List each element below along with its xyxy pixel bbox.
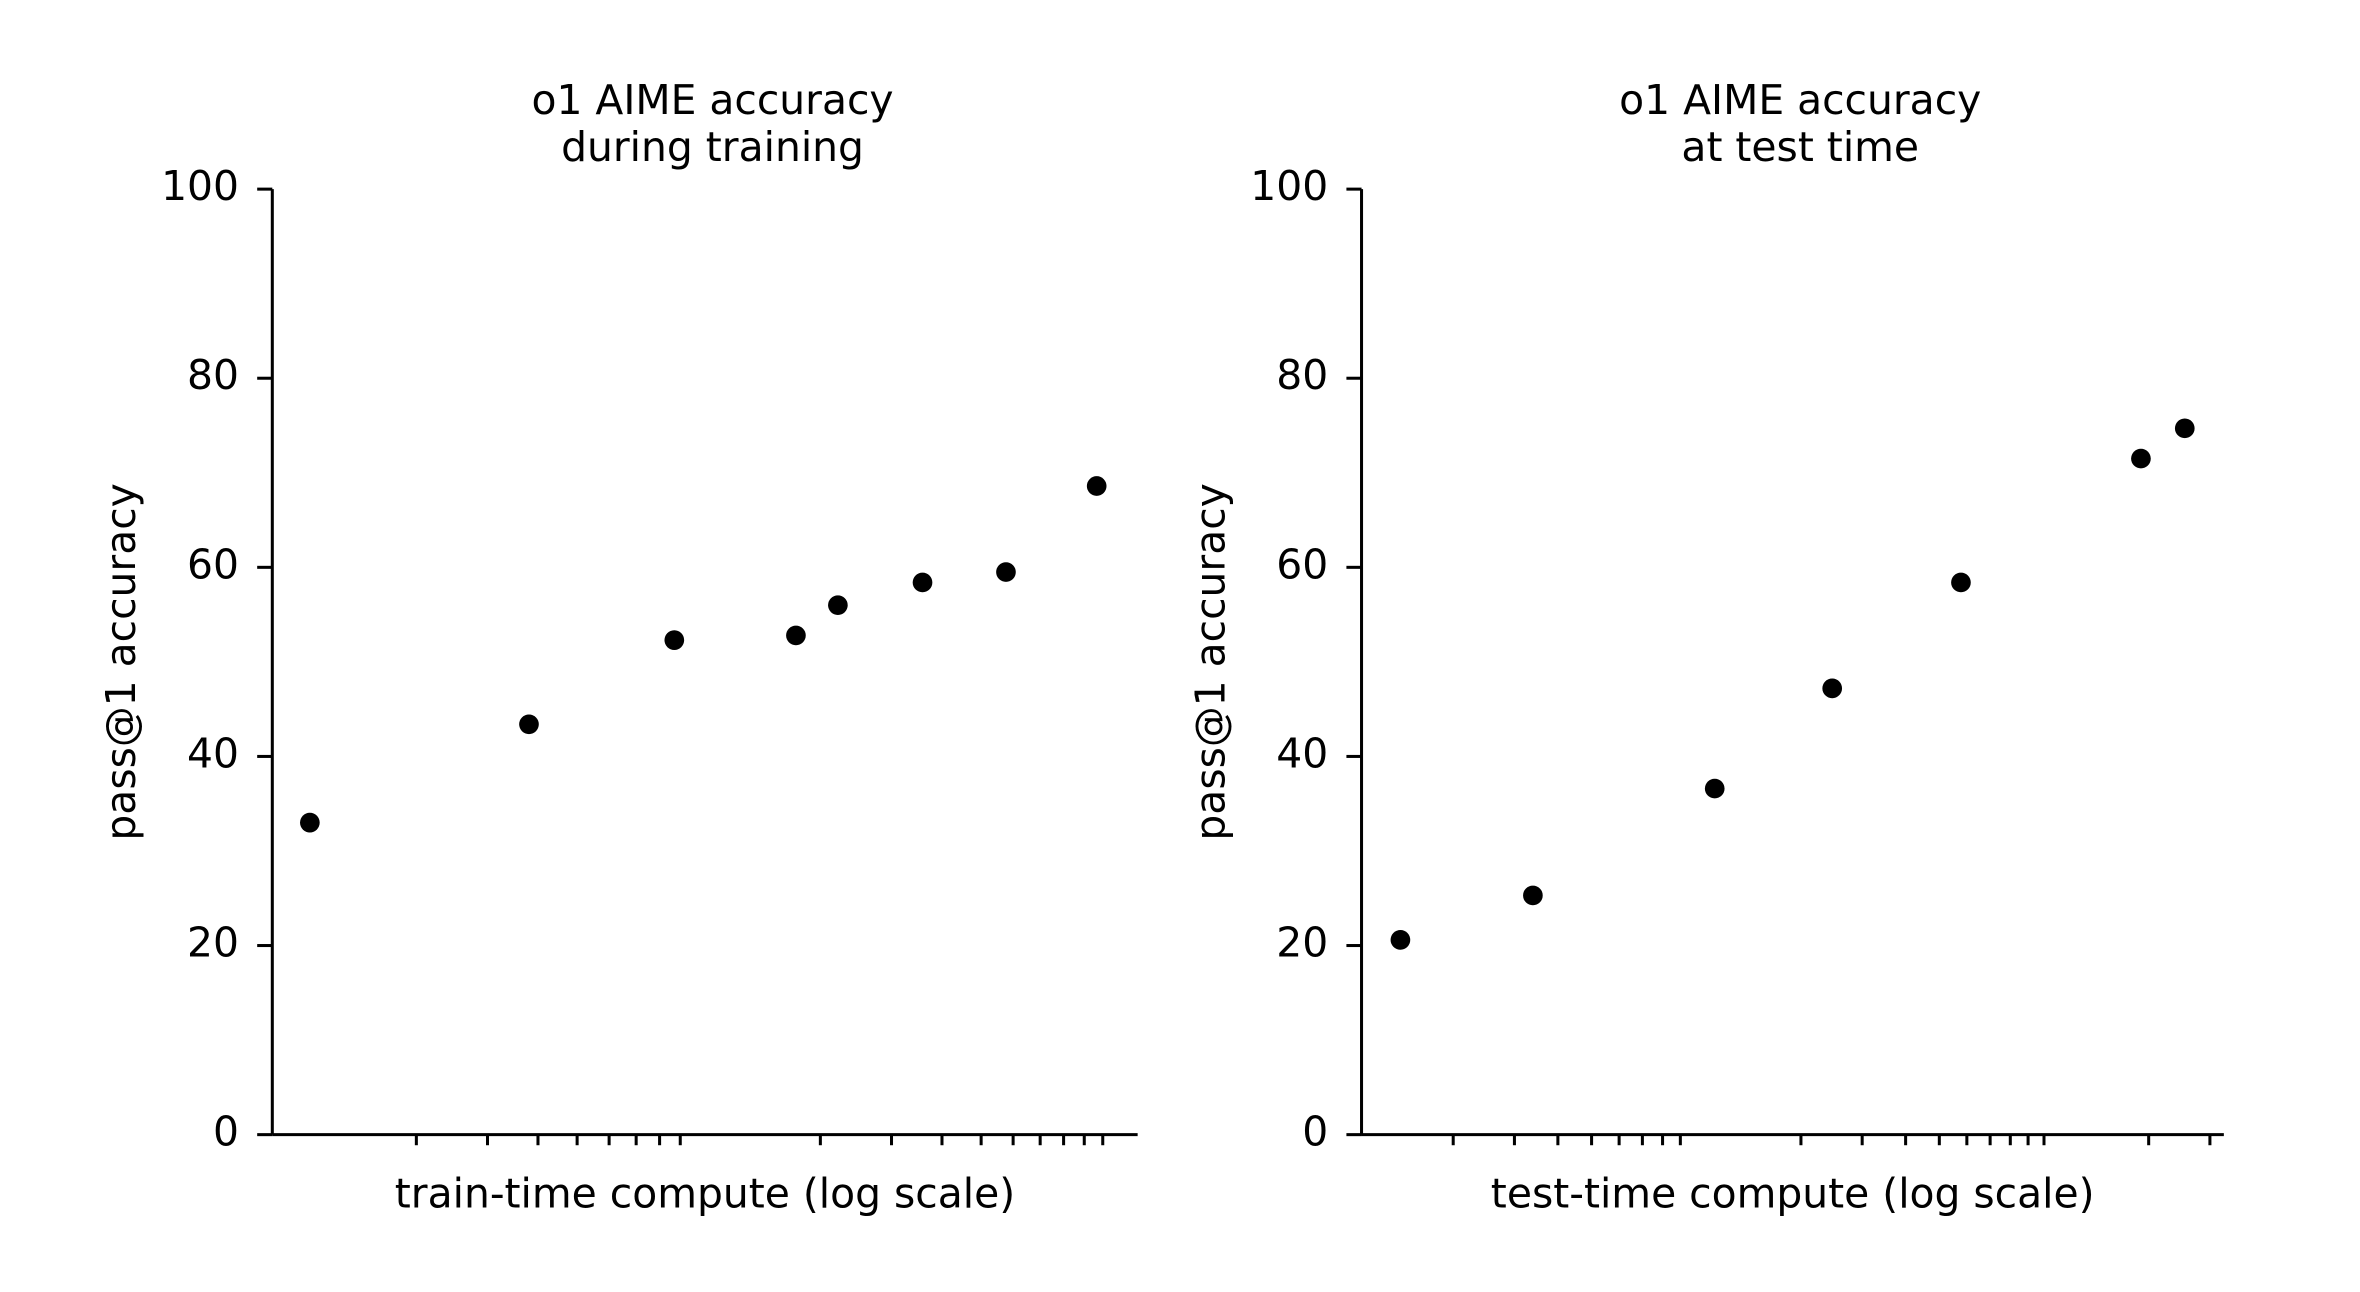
y-tick-label: 0 [213,1108,239,1156]
y-tick-label: 100 [1250,162,1328,210]
chart-title: during training [561,123,864,171]
point [1390,930,1411,950]
point [912,572,933,593]
y-tick-label: 60 [1276,540,1328,588]
point [828,595,848,615]
point [300,812,320,833]
point [1951,572,1971,593]
y-tick-label: 20 [187,919,239,967]
y-tick-label: 80 [187,351,239,399]
point [664,630,685,650]
point [1523,885,1543,906]
point [786,625,806,646]
y-tick-label: 20 [1276,919,1328,967]
y-tick-label: 40 [187,729,239,777]
chart-title: at test time [1681,123,1919,171]
point [1086,476,1107,496]
point [996,562,1016,582]
point [519,714,539,735]
chart-title: o1 AIME accuracy [1619,76,1981,124]
y-axis-label: pass@1 accuracy [1186,483,1234,840]
y-tick-label: 60 [187,540,239,588]
y-axis-label: pass@1 accuracy [97,483,145,840]
point [2174,418,2195,439]
point [1704,778,1725,799]
y-tick-label: 0 [1302,1108,1328,1156]
y-tick-label: 40 [1276,729,1328,777]
y-tick-label: 80 [1276,351,1328,399]
chart-title: o1 AIME accuracy [531,76,893,124]
point [2131,448,2151,469]
x-axis-label: test-time compute (log scale) [1491,1170,2095,1218]
y-tick-label: 100 [161,162,239,210]
point [1822,678,1843,699]
x-axis-label: train-time compute (log scale) [395,1170,1015,1218]
